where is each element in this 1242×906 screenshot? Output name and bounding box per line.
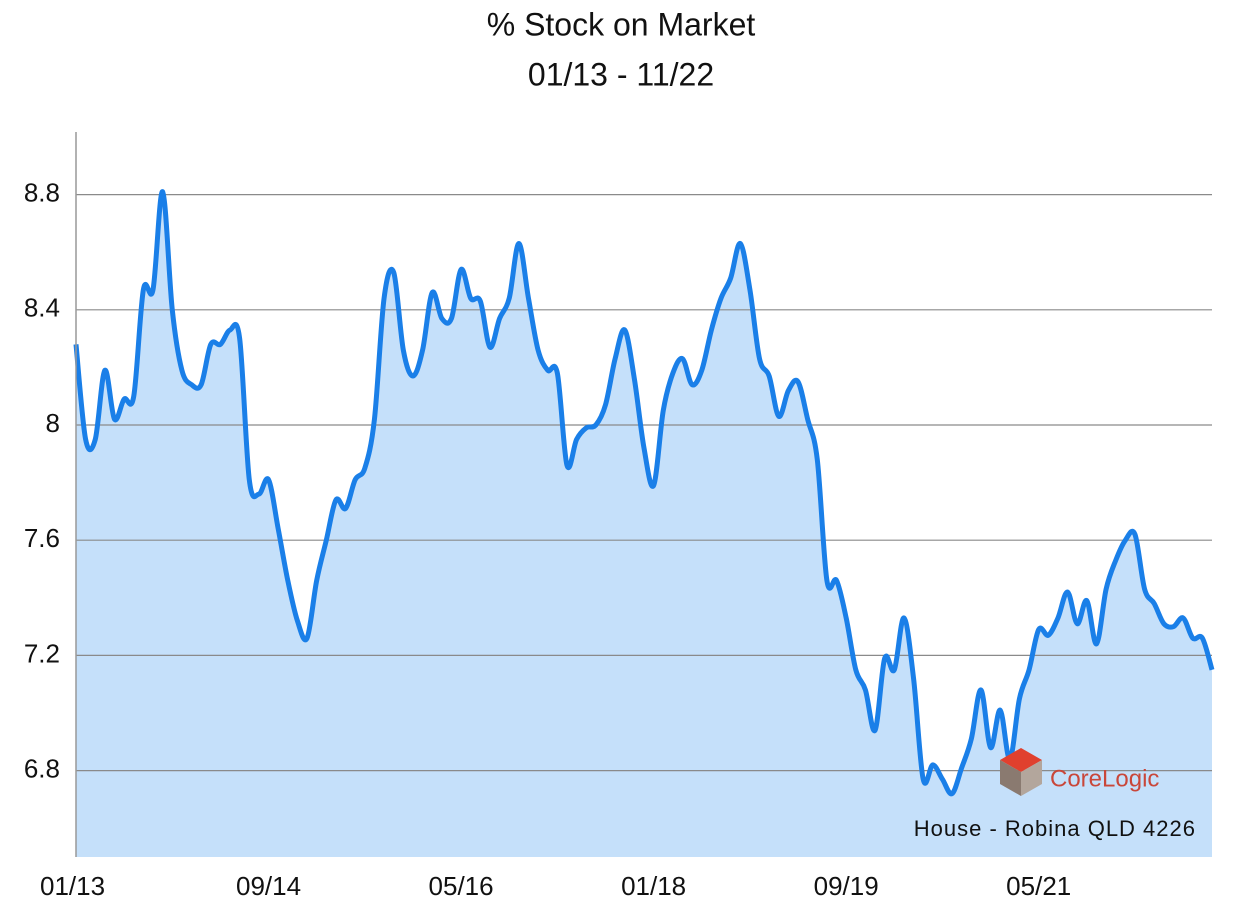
- annotation: House - Robina QLD 4226: [914, 816, 1196, 841]
- y-tick-label: 7.2: [24, 638, 60, 668]
- logo-text: CoreLogic: [1050, 765, 1159, 792]
- x-tick-label: 01/18: [621, 871, 686, 901]
- y-tick-label: 8: [46, 408, 60, 438]
- y-tick-label: 7.6: [24, 523, 60, 553]
- chart-subtitle: 01/13 - 11/22: [528, 56, 714, 92]
- logo-cube-left: [1000, 760, 1021, 796]
- y-tick-label: 8.8: [24, 177, 60, 207]
- line: [73, 189, 1215, 797]
- x-tick-label: 05/16: [429, 871, 494, 901]
- y-tick-label: 6.8: [24, 753, 60, 783]
- logo-cube-right: [1021, 760, 1042, 796]
- area: [76, 191, 1212, 857]
- chart-title: % Stock on Market: [487, 6, 756, 42]
- x-tick-label: 09/14: [236, 871, 301, 901]
- logo: CoreLogic: [1000, 748, 1159, 796]
- x-tick-label: 05/21: [1006, 871, 1071, 901]
- x-tick-label: 01/13: [40, 871, 105, 901]
- x-tick-label: 09/19: [814, 871, 879, 901]
- y-tick-label: 8.4: [24, 293, 60, 323]
- plot: 6.8 7.2 7.6 8 8.4 8.8 01/13 09/14 05/16 01/18 09/1…: [24, 132, 1215, 901]
